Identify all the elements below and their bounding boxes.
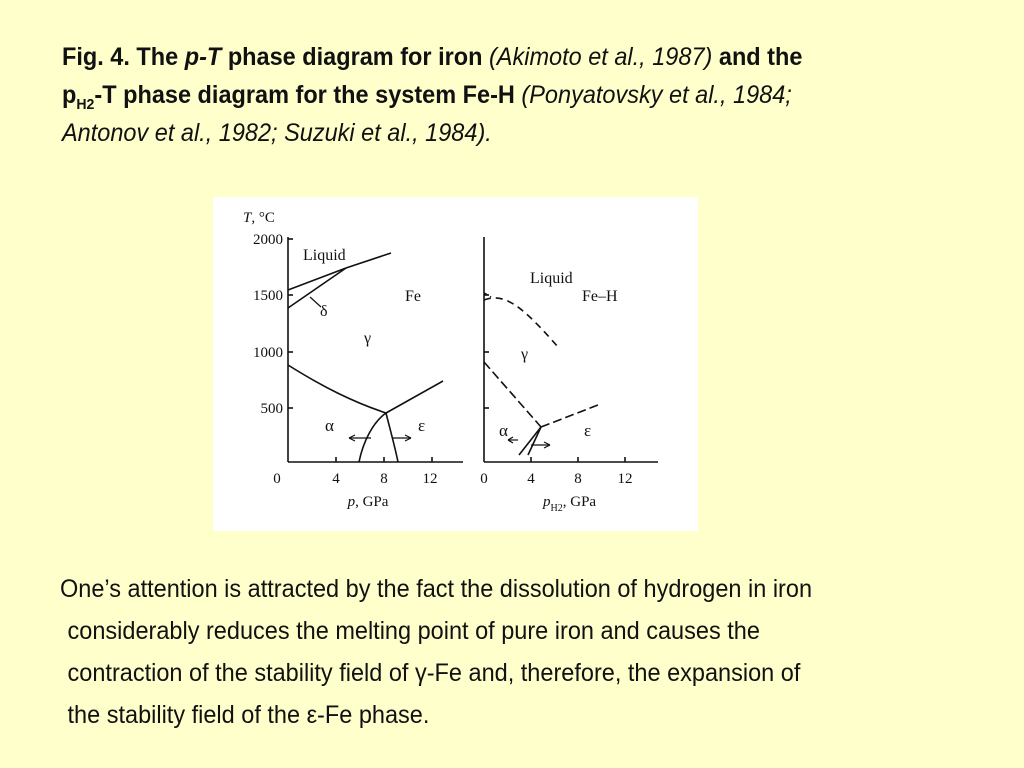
right-alpha-epsilon-boundary-b [527, 426, 542, 456]
y-tick-1500: 1500 [253, 288, 283, 304]
right-label-liquid: Liquid [530, 270, 573, 287]
left-x-tick-0: 0 [273, 471, 281, 487]
y-tick-500: 500 [261, 401, 284, 417]
right-label-alpha: α [499, 421, 508, 440]
left-label-fe: Fe [405, 288, 421, 305]
phase-diagram-figure: T, °C 2000 1500 1000 500 0 4 8 12 p, GPa… [213, 197, 698, 531]
left-alpha-gamma-boundary [287, 364, 387, 414]
right-x-tick-4: 4 [527, 471, 535, 487]
caption-fig-label: Fig. 4. The [62, 43, 185, 71]
body-line-2: considerably reduces the melting point o… [67, 617, 760, 645]
left-label-alpha: α [325, 416, 334, 435]
left-x-tick-12: 12 [423, 471, 438, 487]
y-tick-2000: 2000 [253, 232, 283, 248]
left-delta-pointer [309, 296, 322, 308]
right-gamma-epsilon-boundary [540, 404, 599, 428]
left-x-tick-8: 8 [380, 471, 388, 487]
left-delta-boundary-lower [287, 267, 347, 309]
right-x-tick-12: 12 [618, 471, 633, 487]
body-line-3: contraction of the stability field of γ-… [67, 659, 801, 687]
right-x-tick-8: 8 [574, 471, 582, 487]
right-x-axis-label: pH2, GPa [542, 494, 596, 514]
caption-citation-ponyatovsky: (Ponyatovsky et al., 1984; [521, 81, 792, 109]
figure-caption: Fig. 4. The p-T phase diagram for iron (… [62, 38, 908, 152]
right-label-epsilon: ε [584, 421, 591, 440]
right-x-tick-0: 0 [480, 471, 488, 487]
caption-and-the: and the [712, 43, 803, 71]
left-label-gamma: γ [363, 330, 371, 347]
right-label-feh: Fe–H [582, 288, 618, 305]
caption-system: -T phase diagram for the system Fe-H [94, 81, 522, 109]
caption-citation-antonov-suzuki: Antonov et al., 1982; Suzuki et al., 198… [62, 119, 492, 147]
body-paragraph: One’s attention is attracted by the fact… [60, 568, 925, 736]
left-label-delta: δ [320, 303, 328, 320]
right-label-gamma: γ [520, 346, 528, 363]
left-x-tick-4: 4 [332, 471, 340, 487]
phase-diagram-svg: T, °C 2000 1500 1000 500 0 4 8 12 p, GPa… [243, 210, 658, 514]
right-alpha-gamma-boundary [483, 361, 542, 428]
right-alpha-epsilon-boundary-a [518, 426, 542, 456]
caption-phase-iron: phase diagram for iron [221, 43, 489, 71]
caption-h2-subscript: H2 [76, 96, 95, 113]
left-label-liquid: Liquid [303, 247, 346, 264]
y-tick-1000: 1000 [253, 345, 283, 361]
left-alpha-epsilon-boundary-a [358, 412, 387, 463]
caption-p: p [62, 81, 77, 109]
left-gamma-epsilon-boundary [385, 380, 444, 414]
left-label-epsilon: ε [418, 416, 425, 435]
caption-citation-akimoto: (Akimoto et al., 1987) [488, 43, 713, 71]
left-x-axis-label: p, GPa [347, 494, 389, 510]
body-line-1: One’s attention is attracted by the fact… [60, 575, 813, 603]
body-line-4: the stability field of the ε-Fe phase. [67, 701, 430, 729]
right-liquidus-dashed [483, 297, 559, 348]
y-axis-label: T, °C [243, 210, 275, 226]
caption-pt: p-T [184, 43, 222, 71]
